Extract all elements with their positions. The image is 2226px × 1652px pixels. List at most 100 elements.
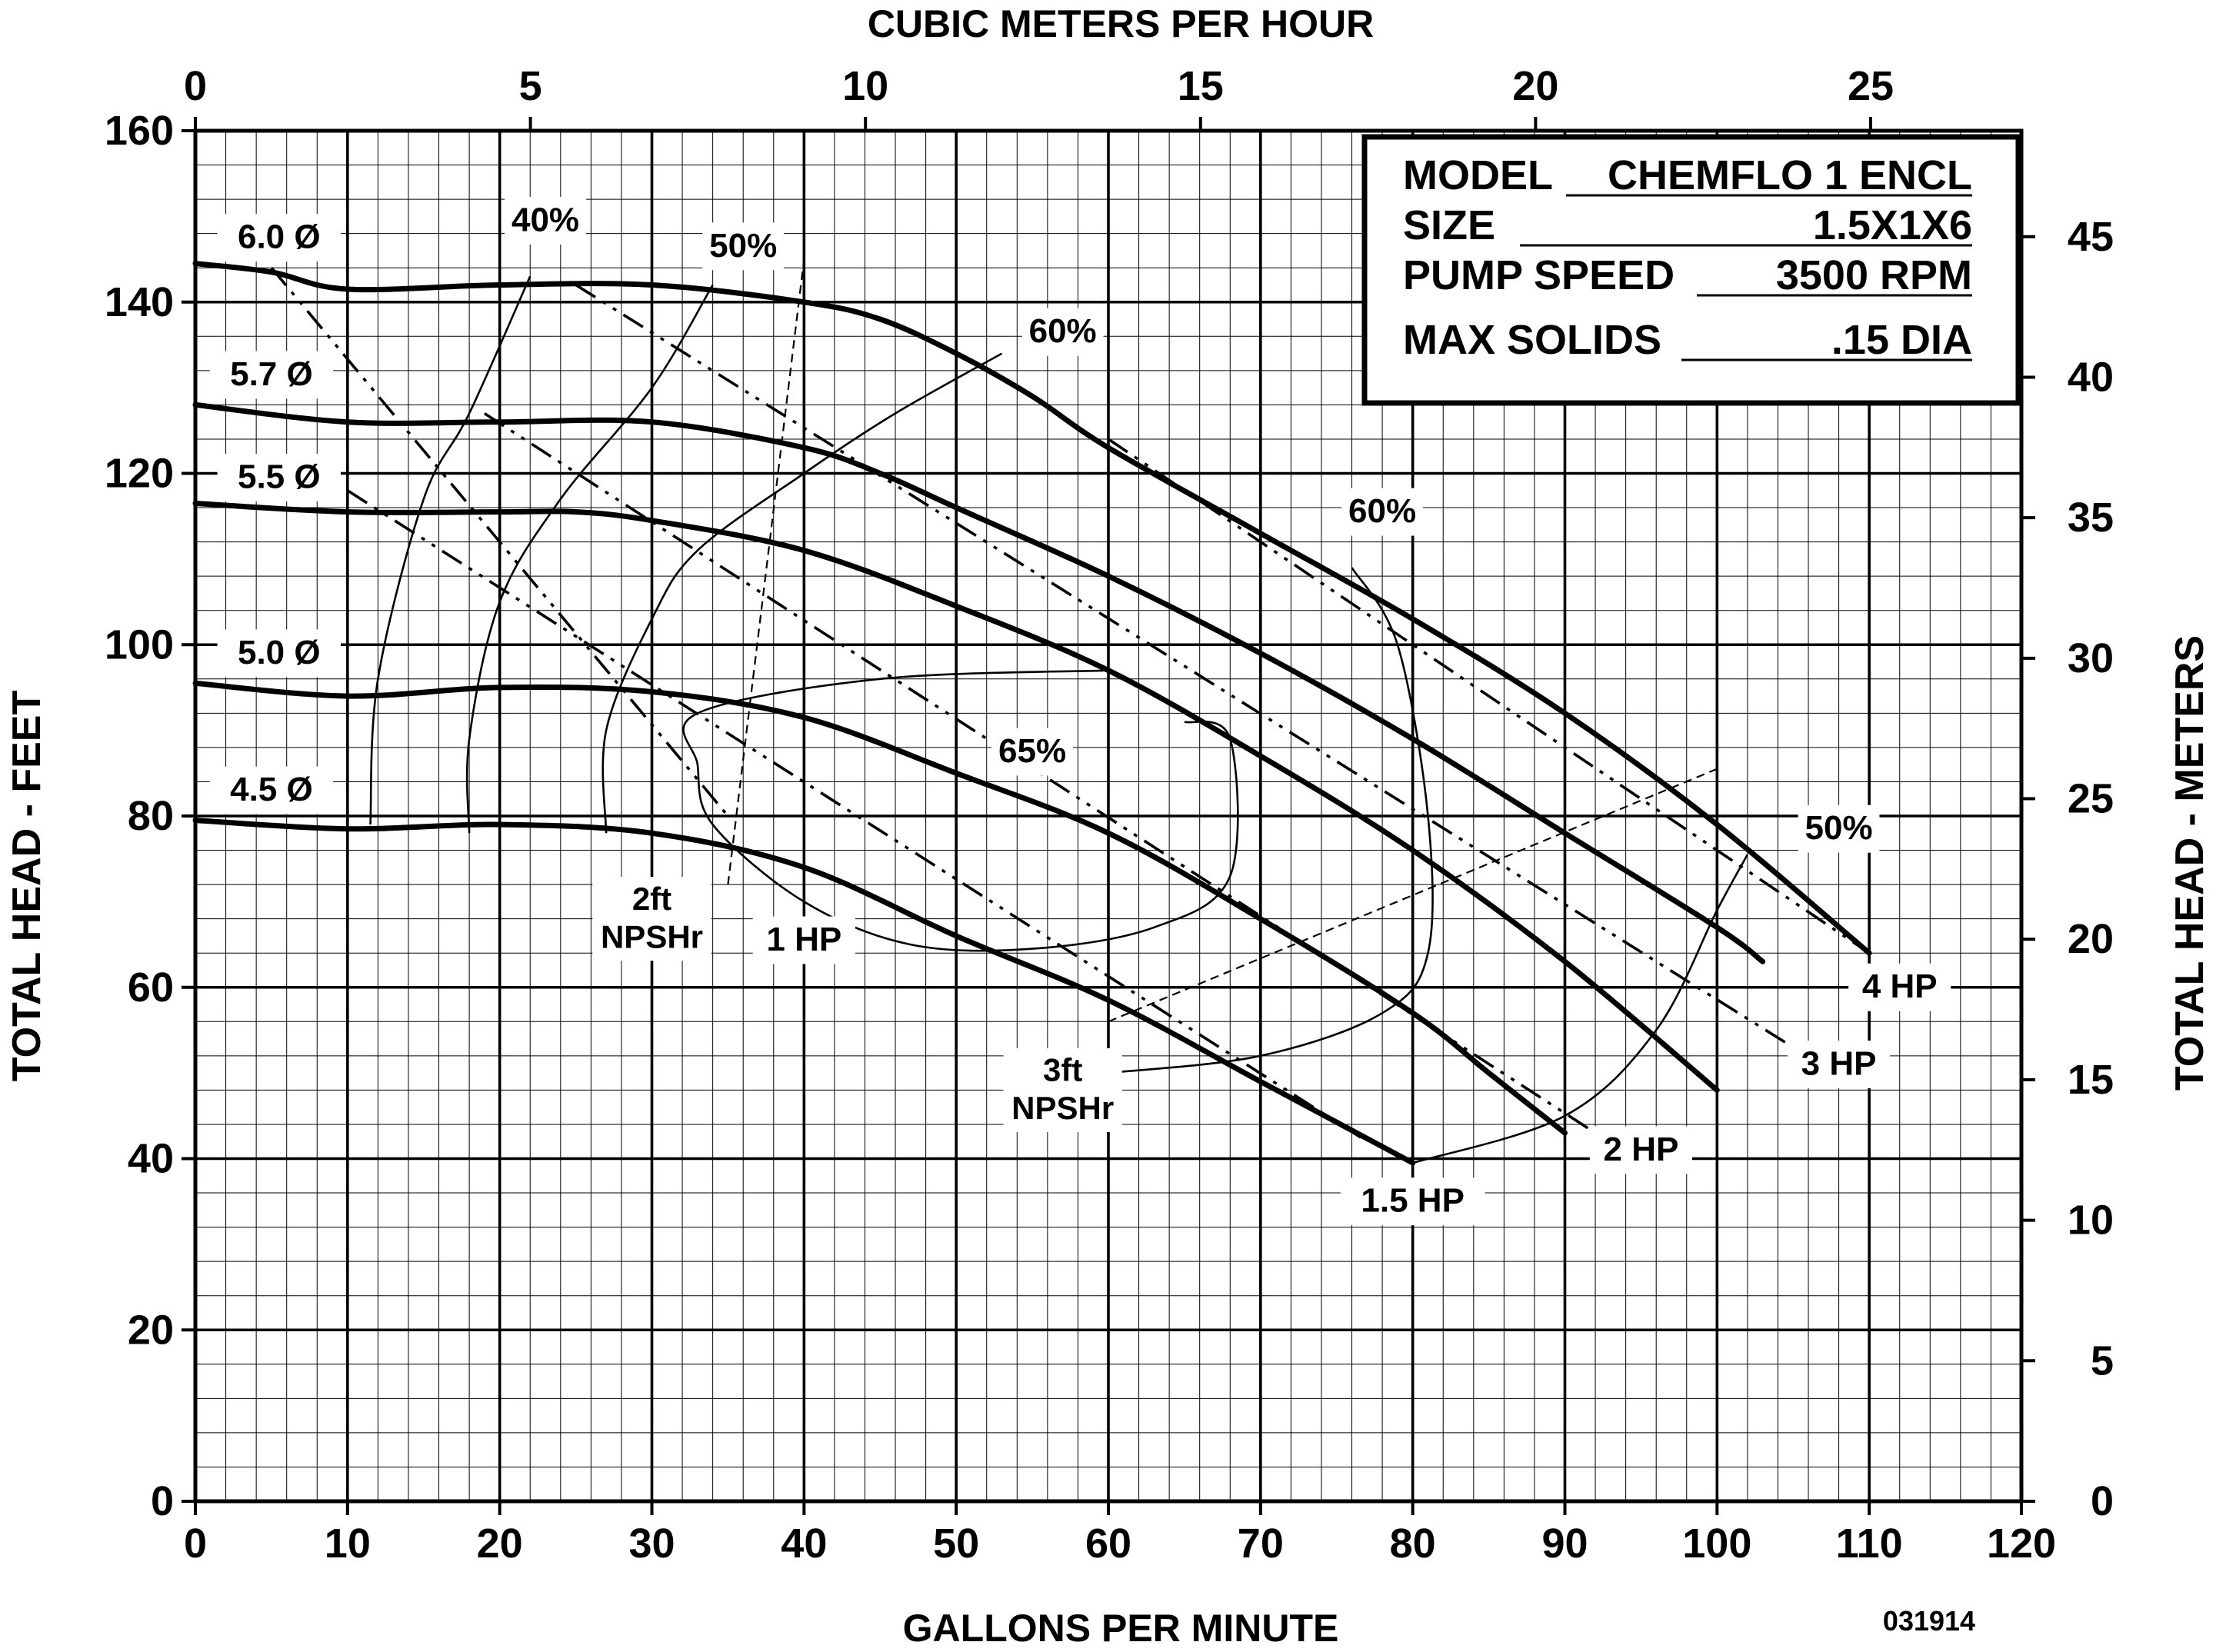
npshr-label-3ft-npshr-background — [1003, 1047, 1122, 1132]
hp-label-4-hp-background — [1848, 963, 1951, 1011]
efficiency-label-50pct-5-group: 50% — [1798, 804, 1880, 853]
y-tick-label: 80 — [128, 793, 174, 839]
x2-tick-label: 5 — [519, 63, 542, 109]
diameter-label-5-7-dia: 5.7 Ø — [230, 355, 313, 393]
efficiency-label-65pct-4-background — [991, 728, 1074, 776]
x-tick-label: 110 — [1836, 1520, 1903, 1567]
efficiency-label-50pct-1-background — [702, 222, 785, 271]
npshr-label-3ft-npshr: NPSHr — [1011, 1090, 1114, 1126]
y2-tick-label: 40 — [2068, 354, 2114, 400]
x2-tick-label: 25 — [1848, 63, 1894, 109]
y-tick-label: 60 — [128, 964, 174, 1011]
efficiency-label-65pct-4-group: 65% — [991, 728, 1074, 776]
info-box: MODEL CHEMFLO 1 ENCL SIZE 1.5X1X6 PUMP S… — [1361, 134, 2021, 406]
hp-label-1-hp-background — [752, 916, 855, 964]
x-tick-label: 60 — [1085, 1520, 1131, 1567]
diameter-label-5-0-dia-group: 5.0 Ø — [217, 629, 342, 678]
x-tick-label: 50 — [933, 1520, 979, 1567]
head-curve-5-0-dia — [192, 680, 1568, 1136]
hp-label-1-hp-group: 1 HP — [752, 916, 855, 964]
x2-axis-title: CUBIC METERS PER HOUR — [868, 2, 1374, 45]
diameter-label-4-5-dia-background — [209, 766, 334, 814]
x-tick-label: 70 — [1238, 1520, 1284, 1567]
efficiency-label-60pct-2-background — [1021, 308, 1104, 356]
efficiency-label-40pct-0-background — [505, 196, 586, 245]
efficiency-label-50pct-1: 50% — [709, 227, 777, 265]
x2-tick-label: 10 — [842, 63, 888, 109]
efficiency-curve-50pct-5 — [1412, 854, 1749, 1164]
hp-label-4-hp-group: 4 HP — [1848, 963, 1951, 1011]
npshr-line-2ft-npshr — [727, 258, 805, 885]
head-curve-5-5-dia — [192, 501, 1720, 1093]
efficiency-label-40pct-0-group: 40% — [505, 196, 586, 245]
x-axis-title: GALLONS PER MINUTE — [903, 1607, 1339, 1650]
diameter-label-4-5-dia: 4.5 Ø — [230, 771, 313, 808]
npshr-label-3ft-npshr: 3ft — [1043, 1052, 1082, 1088]
diameter-label-5-5-dia: 5.5 Ø — [238, 458, 321, 496]
y2-tick-label: 20 — [2068, 916, 2114, 962]
efficiency-label-60pct-2: 60% — [1029, 312, 1097, 350]
y2-tick-label: 35 — [2068, 495, 2114, 541]
model-value: CHEMFLO 1 ENCL — [1608, 152, 1972, 198]
max-solids-label: MAX SOLIDS — [1403, 317, 1661, 363]
x-tick-label: 90 — [1541, 1520, 1588, 1567]
npshr-label-2ft-npshr: NPSHr — [601, 918, 703, 954]
y-axis-title: TOTAL HEAD - FEET — [5, 691, 49, 1082]
efficiency-label-50pct-5-background — [1798, 804, 1880, 853]
plot-curves — [192, 258, 1872, 1166]
diameter-label-5-0-dia: 5.0 Ø — [238, 634, 321, 671]
hp-label-1-5-hp-background — [1340, 1177, 1485, 1226]
efficiency-label-50pct-1-group: 50% — [702, 222, 785, 271]
model-label: MODEL — [1403, 152, 1553, 198]
hp-label-2-hp-background — [1589, 1126, 1692, 1174]
pump-speed-label: PUMP SPEED — [1403, 252, 1674, 298]
hp-label-3-hp-background — [1788, 1041, 1891, 1088]
efficiency-curve-60pct-4 — [1108, 567, 1434, 1074]
y2-tick-label: 10 — [2068, 1197, 2114, 1244]
hp-label-1-hp: 1 HP — [766, 921, 841, 958]
efficiency-curve-40pct-0 — [369, 275, 532, 825]
y-tick-label: 140 — [105, 279, 174, 325]
y-tick-label: 0 — [151, 1478, 174, 1524]
hp-label-3-hp: 3 HP — [1801, 1044, 1877, 1082]
x-tick-label: 40 — [781, 1520, 827, 1567]
hp-line-1-5-hp — [346, 489, 1368, 1143]
diameter-label-5-7-dia-background — [209, 351, 334, 399]
y2-tick-label: 15 — [2068, 1057, 2114, 1103]
y-tick-label: 160 — [105, 108, 174, 154]
diameter-label-4-5-dia-group: 4.5 Ø — [209, 766, 334, 814]
efficiency-label-40pct-0: 40% — [512, 201, 579, 238]
x2-tick-label: 0 — [184, 63, 207, 109]
diameter-label-5-0-dia-background — [217, 629, 342, 678]
diameter-label-5-5-dia-group: 5.5 Ø — [217, 454, 342, 502]
x-tick-label: 120 — [1987, 1520, 2056, 1567]
y2-tick-label: 45 — [2068, 214, 2114, 260]
y-tick-label: 40 — [128, 1136, 174, 1182]
x-tick-label: 100 — [1682, 1520, 1751, 1567]
npshr-label-2ft-npshr: 2ft — [632, 881, 671, 917]
chart-code: 031914 — [1883, 1605, 1975, 1637]
hp-line-3-hp — [575, 283, 1794, 1049]
y2-axis-title: TOTAL HEAD - METERS — [2168, 635, 2212, 1091]
hp-line-4-hp — [1107, 438, 1871, 954]
x-tick-label: 80 — [1390, 1520, 1436, 1567]
hp-label-2-hp: 2 HP — [1604, 1131, 1679, 1168]
info-box-frame — [1361, 134, 2021, 406]
efficiency-curve-60pct-2 — [601, 352, 1003, 834]
hp-label-1-5-hp: 1.5 HP — [1361, 1182, 1465, 1220]
efficiency-label-60pct-3-group: 60% — [1341, 488, 1424, 536]
size-label: SIZE — [1403, 202, 1495, 248]
efficiency-curve-65pct-3 — [682, 669, 1239, 952]
y2-tick-label: 30 — [2068, 635, 2114, 681]
x2-tick-label: 15 — [1178, 63, 1224, 109]
y2-tick-label: 25 — [2068, 776, 2114, 822]
x-tick-label: 0 — [184, 1520, 207, 1567]
y-tick-label: 100 — [105, 621, 174, 668]
diameter-label-6-0-dia: 6.0 Ø — [238, 218, 321, 256]
y2-tick-label: 5 — [2091, 1337, 2114, 1384]
hp-label-4-hp: 4 HP — [1862, 968, 1938, 1005]
diameter-label-5-7-dia-group: 5.7 Ø — [209, 351, 334, 399]
efficiency-label-60pct-3: 60% — [1348, 492, 1416, 530]
